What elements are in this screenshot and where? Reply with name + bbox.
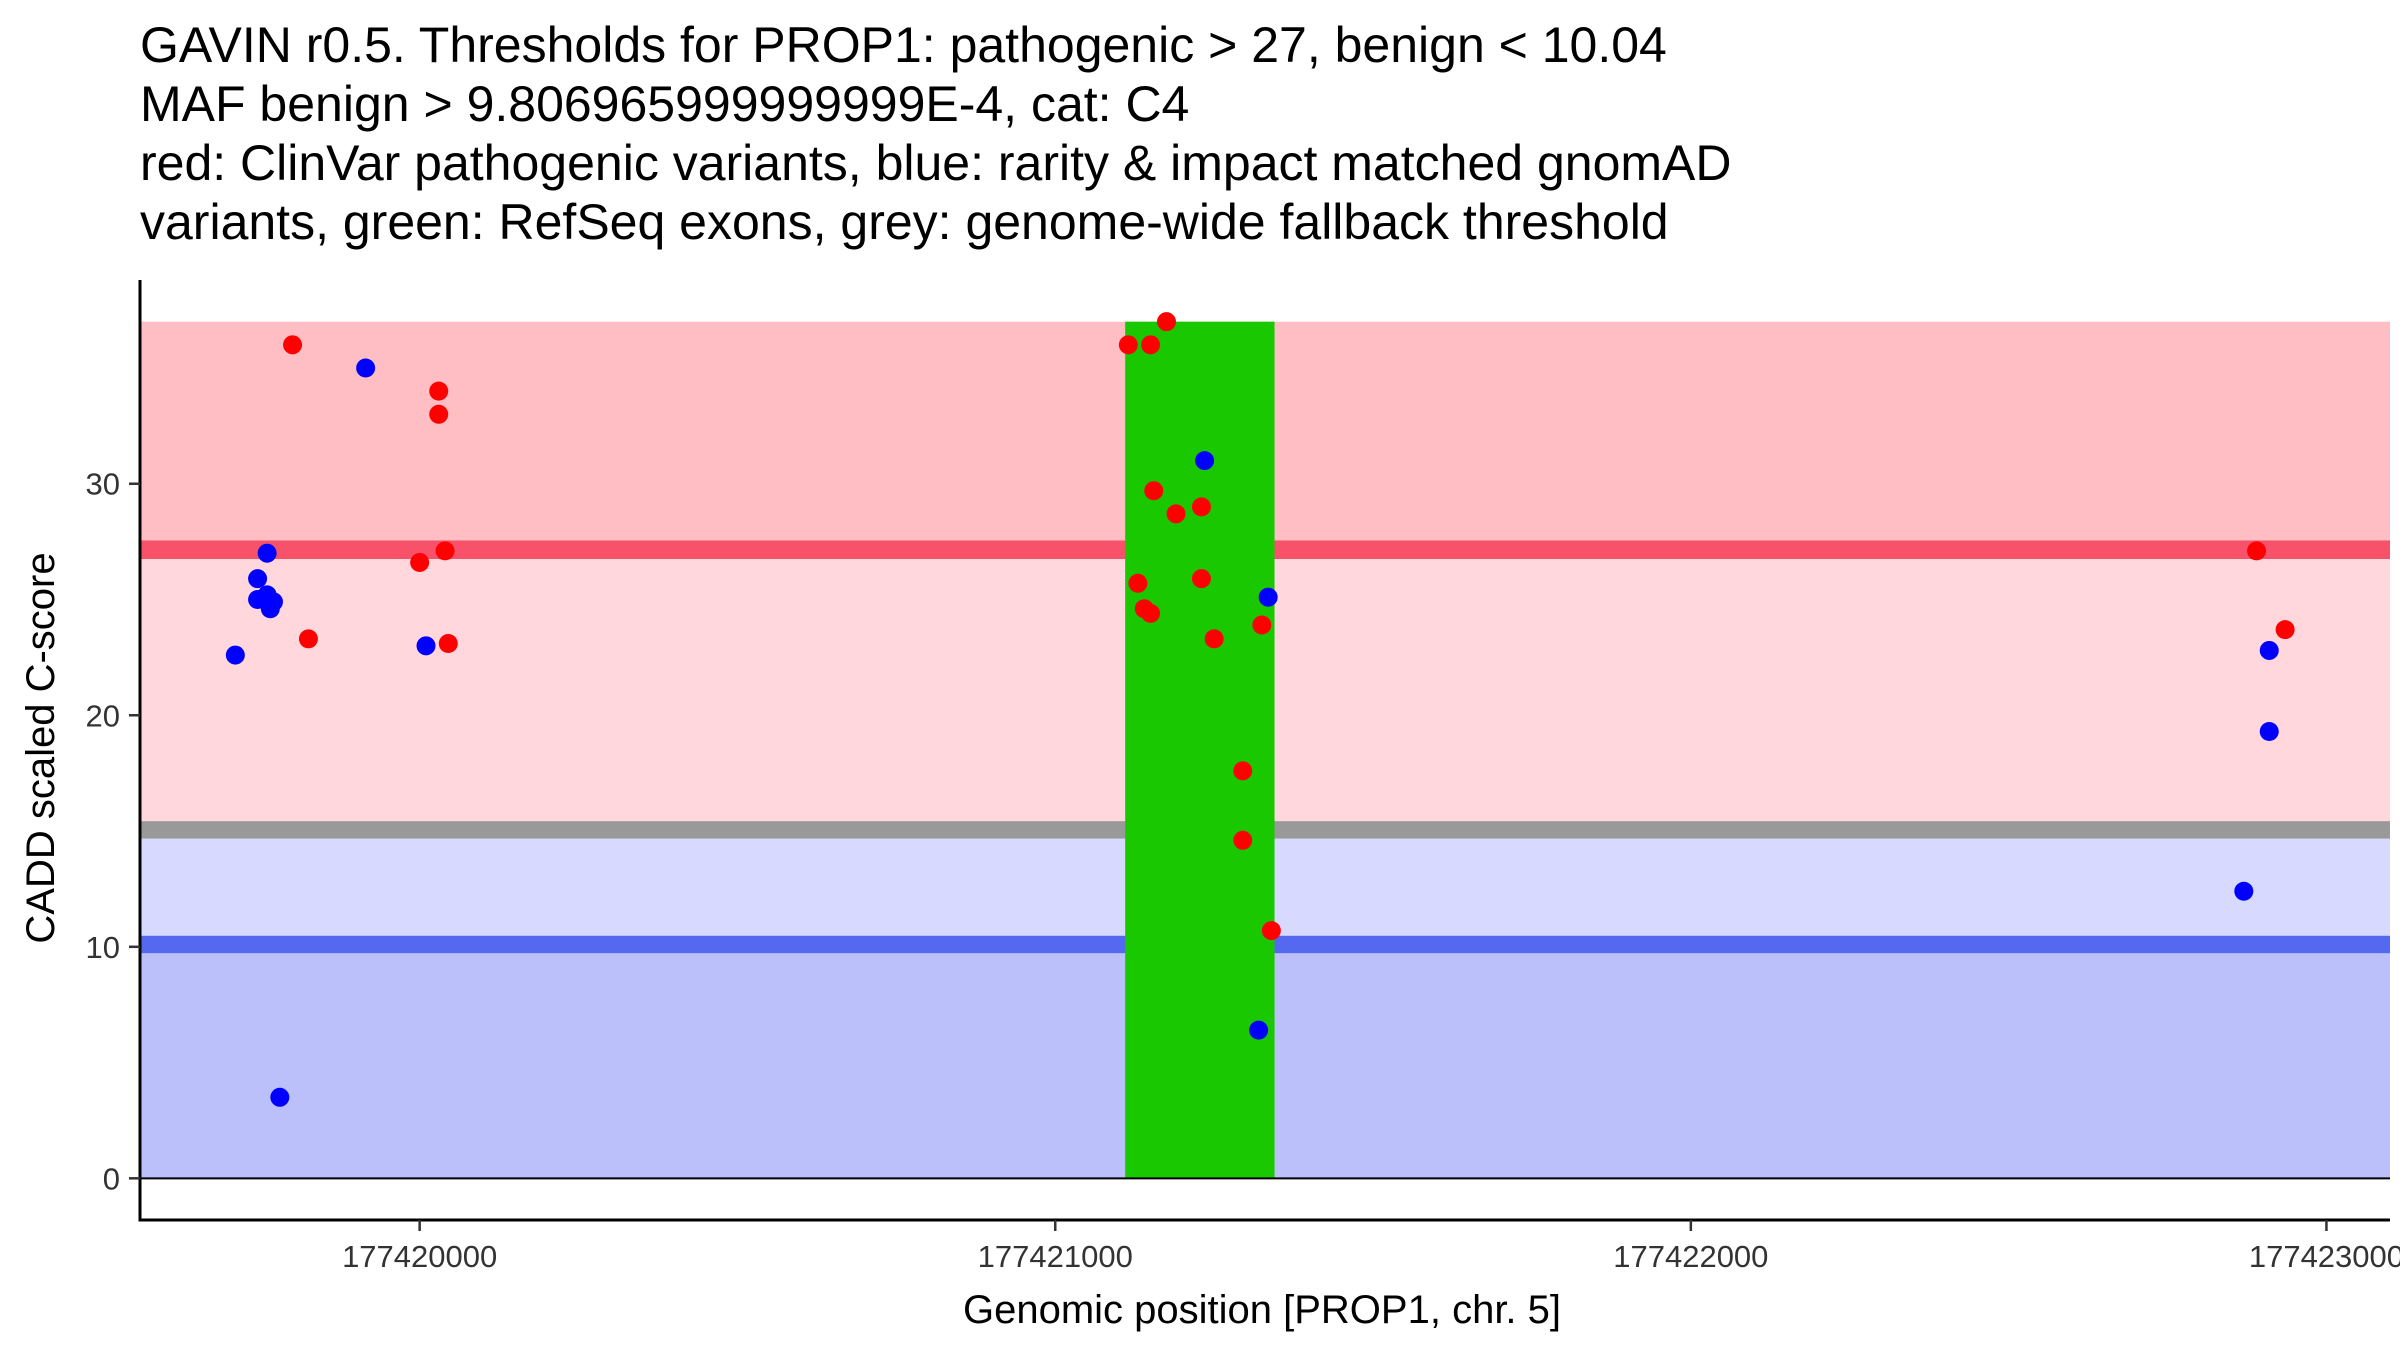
clinvar-point <box>1191 497 1211 517</box>
x-tick-label: 177423000 <box>2249 1239 2400 1274</box>
clinvar-point <box>1191 569 1211 589</box>
y-tick-label: 0 <box>103 1161 120 1196</box>
clinvar-point <box>1261 921 1281 941</box>
title-line-2: MAF benign > 9.806965999999999E-4, cat: … <box>140 76 1189 132</box>
clinvar-point <box>410 552 430 572</box>
clinvar-point <box>435 541 455 561</box>
gnomad-point <box>1195 451 1215 471</box>
gnomad-point <box>225 645 245 665</box>
x-tick-label: 177420000 <box>342 1239 497 1274</box>
clinvar-point <box>2247 541 2267 561</box>
y-tick-label: 10 <box>86 930 120 965</box>
gnomad-point <box>416 636 436 656</box>
gnomad-point <box>257 543 277 563</box>
clinvar-point <box>1233 761 1253 781</box>
clinvar-point <box>1144 481 1164 501</box>
x-axis-title: Genomic position [PROP1, chr. 5] <box>963 1288 1561 1332</box>
title-line-1: GAVIN r0.5. Thresholds for PROP1: pathog… <box>140 17 1667 73</box>
gnomad-point <box>1249 1020 1269 1040</box>
clinvar-point <box>1204 629 1224 649</box>
clinvar-point <box>298 629 318 649</box>
clinvar-point <box>2275 620 2295 640</box>
x-axis-ticks: 177420000 177421000 177422000 177423000 <box>342 1220 2400 1274</box>
variant-points <box>225 312 2295 1107</box>
gnomad-point <box>260 599 280 619</box>
gnomad-point <box>2259 640 2279 660</box>
clinvar-point <box>1156 312 1176 332</box>
title-line-4: variants, green: RefSeq exons, grey: gen… <box>140 194 1669 250</box>
refseq-exons <box>1125 321 1275 1179</box>
chart-title: GAVIN r0.5. Thresholds for PROP1: pathog… <box>140 17 1731 250</box>
gnomad-point <box>1258 587 1278 607</box>
y-tick-label: 20 <box>86 698 120 733</box>
x-tick-label: 177421000 <box>978 1239 1133 1274</box>
gnomad-point <box>356 358 376 378</box>
clinvar-point <box>438 633 458 653</box>
y-tick-label: 30 <box>86 467 120 502</box>
clinvar-point <box>1118 335 1138 355</box>
clinvar-point <box>283 335 303 355</box>
clinvar-point <box>429 381 449 401</box>
gnomad-point <box>2259 721 2279 741</box>
clinvar-point <box>1141 335 1161 355</box>
clinvar-point <box>1141 603 1161 623</box>
gnomad-point <box>270 1087 290 1107</box>
gnomad-point <box>248 569 268 589</box>
y-axis-ticks: 0 10 20 30 <box>86 467 140 1196</box>
x-tick-label: 177422000 <box>1613 1239 1768 1274</box>
clinvar-point <box>1233 830 1253 850</box>
title-line-3: red: ClinVar pathogenic variants, blue: … <box>140 135 1731 191</box>
gnomad-point <box>2234 881 2254 901</box>
exon-rect <box>1125 321 1275 1179</box>
clinvar-point <box>1166 504 1186 524</box>
axes <box>138 280 2390 1222</box>
y-axis-title: CADD scaled C-score <box>19 552 63 943</box>
clinvar-point <box>1252 615 1272 635</box>
clinvar-point <box>429 404 449 424</box>
clinvar-point <box>1128 573 1148 593</box>
